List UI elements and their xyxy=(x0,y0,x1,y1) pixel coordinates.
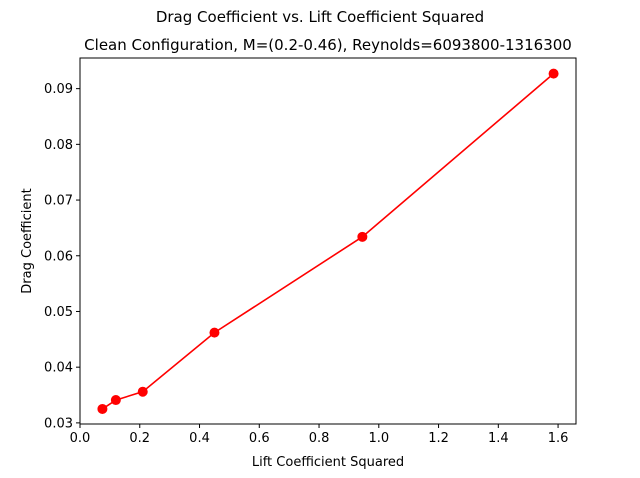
plot-area xyxy=(80,58,576,424)
x-tick-label: 0.6 xyxy=(249,431,270,446)
data-point xyxy=(548,68,559,79)
x-axis-label: Lift Coefficient Squared xyxy=(252,455,404,470)
data-point xyxy=(209,327,220,338)
x-tick-label: 0.4 xyxy=(189,431,210,446)
y-tick-label: 0.04 xyxy=(44,361,73,376)
x-tick-label: 1.0 xyxy=(368,431,389,446)
y-axis-label: Drag Coefficient xyxy=(20,188,35,293)
chart-title: Clean Configuration, M=(0.2-0.46), Reyno… xyxy=(84,36,572,54)
y-tick-label: 0.09 xyxy=(44,82,73,97)
data-point xyxy=(97,403,108,414)
plot-background xyxy=(80,58,576,424)
series-layer xyxy=(97,68,559,414)
x-axis: 0.0 0.2 0.4 0.6 0.8 1.0 1.2 1.4 1.6 xyxy=(70,424,569,446)
y-tick-label: 0.07 xyxy=(44,194,73,209)
y-axis: 0.03 0.04 0.05 0.06 0.07 0.08 0.09 xyxy=(44,82,80,431)
y-tick-label: 0.06 xyxy=(44,249,73,264)
x-tick-label: 0.8 xyxy=(309,431,330,446)
plot-frame xyxy=(79,57,577,425)
data-point xyxy=(357,231,368,242)
x-tick-label: 0.2 xyxy=(129,431,150,446)
x-tick-label: 1.4 xyxy=(488,431,509,446)
data-point xyxy=(137,386,148,397)
chart-suptitle: Drag Coefficient vs. Lift Coefficient Sq… xyxy=(156,8,484,26)
x-tick-label: 1.2 xyxy=(428,431,449,446)
y-tick-label: 0.03 xyxy=(44,416,73,431)
x-tick-label: 0.0 xyxy=(70,431,91,446)
x-tick-label: 1.6 xyxy=(548,431,569,446)
y-tick-label: 0.05 xyxy=(44,305,73,320)
data-point xyxy=(110,395,121,406)
y-tick-label: 0.08 xyxy=(44,138,73,153)
